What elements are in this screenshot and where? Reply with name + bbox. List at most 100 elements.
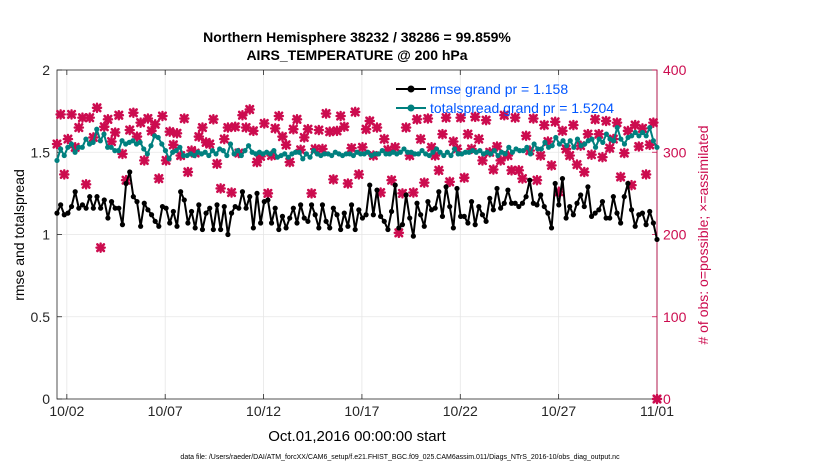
totalspread-point [76,144,82,150]
rmse-point [632,223,638,229]
rmse-point [523,194,529,200]
rmse-point [243,205,249,211]
rmse-point [199,226,206,233]
rmse-point [90,205,96,211]
totalspread-point [358,151,364,157]
totalspread-point [495,152,501,159]
obs-point [629,119,641,131]
rmse-point [163,205,169,211]
totalspread-point [177,144,183,150]
rmse-point [425,199,431,205]
rmse-point [258,220,264,226]
obs-point [488,164,499,175]
rmse-point [98,205,104,211]
totalspread-point [58,146,64,152]
obs-point [568,119,579,131]
rmse-point [432,205,438,211]
rmse-point [581,203,587,210]
obs-point [546,160,557,171]
obs-point [360,123,372,135]
totalspread-point [531,141,537,147]
totalspread-point [636,133,642,139]
totalspread-point [227,141,234,147]
totalspread-point [611,138,617,144]
totalspread-point [65,144,71,150]
totalspread-point [379,148,385,154]
y-right-tick-label: 100 [663,309,687,325]
rmse-point [290,205,296,211]
obs-point [288,123,299,135]
rmse-point [94,194,100,200]
obs-point [102,114,114,125]
obs-point [171,128,183,139]
totalspread-point [155,134,161,141]
rmse-point [381,218,387,224]
rmse-point [148,212,155,218]
totalspread-point [632,129,638,136]
rmse-point [410,233,416,239]
totalspread-point [285,154,291,160]
rmse-point [178,189,184,195]
rmse-point [487,195,493,201]
totalspread-point [271,148,277,154]
rmse-point [654,236,660,243]
totalspread-point [148,143,154,149]
rmse-point [134,199,140,205]
obs-point [284,156,296,168]
totalspread-point [412,151,418,157]
totalspread-point [567,138,573,144]
totalspread-point [343,151,349,157]
obs-point [517,173,528,184]
totalspread-point [191,152,197,159]
obs-point [84,112,96,124]
totalspread-point [54,157,60,164]
rmse-point [599,199,606,205]
totalspread-point [506,144,512,150]
obs-point [458,172,470,184]
obs-point [557,125,568,137]
rmse-point [607,215,613,221]
rmse-point [621,194,627,200]
y-left-tick-label: 0 [42,391,50,407]
totalspread-point [112,148,118,154]
totalspread-point [83,136,89,142]
rmse-point [210,226,216,233]
totalspread-point [108,144,114,150]
totalspread-point [220,148,226,154]
totalspread-point [79,144,85,150]
rmse-point [298,202,304,208]
totalspread-point [560,138,566,144]
totalspread-point [209,148,216,154]
rmse-point [516,203,522,210]
rmse-point [68,203,75,210]
totalspread-point [549,143,555,149]
y-axis-right-label: # of obs: o=possible; ×=assimilated [695,125,711,344]
rmse-point [83,205,89,211]
rmse-point [218,226,224,233]
rmse-point [76,205,82,211]
rmse-point [450,225,456,231]
totalspread-point [643,133,649,139]
totalspread-point [213,151,219,157]
rmse-point [58,202,64,208]
rmse-point [239,189,246,195]
obs-point [477,155,488,166]
obs-point [648,117,659,128]
totalspread-point [235,148,241,154]
obs-point [258,118,270,129]
totalspread-point [535,146,541,152]
rmse-point [214,202,220,208]
x-tick-label: 10/12 [246,403,281,419]
rmse-point [174,223,180,229]
rmse-point [538,192,544,198]
totalspread-point [90,139,96,145]
rmse-point [167,220,173,226]
obs-point [226,187,237,198]
obs-point [306,188,317,199]
obs-point [277,131,288,142]
rmse-point [527,177,533,183]
obs-point [444,176,456,188]
obs-point [157,110,168,122]
obs-point [506,165,517,176]
obs-point [106,136,117,147]
